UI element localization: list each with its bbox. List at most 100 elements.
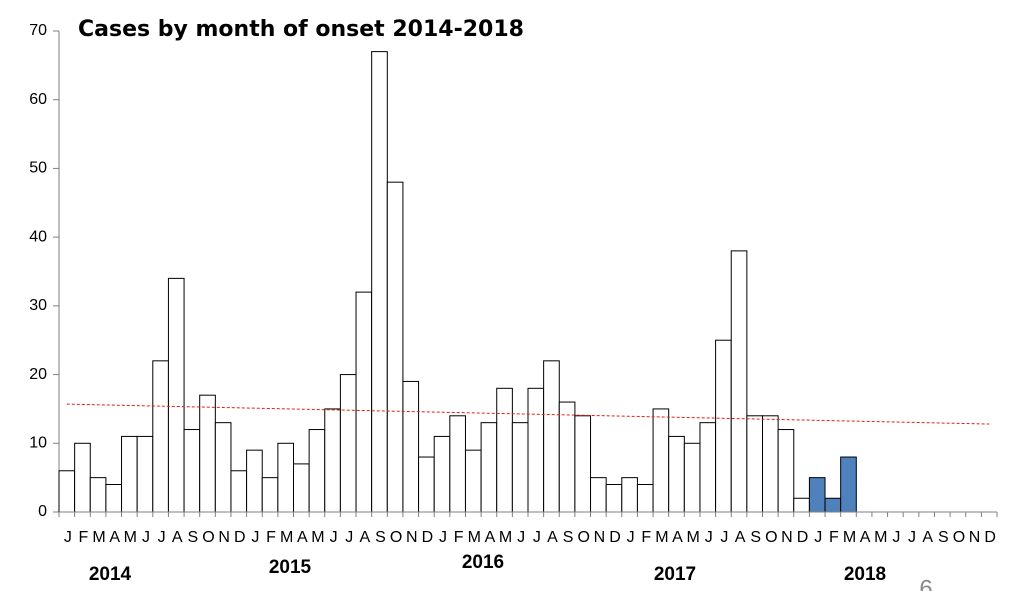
x-tick-label: S [750,529,761,546]
trendline [66,403,990,425]
x-tick-label: J [251,529,259,546]
bar [418,456,435,513]
x-tick-label: A [297,529,308,546]
bar [636,484,654,513]
bar [652,408,670,513]
x-tick-label: O [202,529,214,546]
bar [449,415,466,513]
bar [246,449,263,513]
x-tick-label: A [672,529,683,546]
bar [355,291,373,513]
bar [371,51,388,513]
bar [121,435,138,513]
bar [496,387,513,513]
year-label: 2016 [462,552,504,573]
x-tick-label: J [64,529,72,546]
bar [214,422,232,513]
x-tick-label: J [908,529,916,546]
x-tick-label: D [797,529,809,546]
x-tick-label: A [547,529,558,546]
x-tick-label: A [485,529,496,546]
bar [543,360,560,513]
bar [824,497,842,513]
bar [308,429,326,513]
year-label: 2015 [269,557,312,578]
x-tick-label: O [953,529,965,546]
year-label: 2018 [844,564,886,585]
x-tick-label: M [124,529,137,546]
x-tick-label: J [142,529,150,546]
year-label: 2014 [89,564,132,585]
bar [152,360,169,513]
x-tick-label: O [390,529,402,546]
bar [621,477,638,513]
bar [590,477,607,513]
x-tick-label: N [406,529,418,546]
x-tick-label: F [79,529,89,546]
bar [574,415,592,513]
bar [167,277,185,513]
bar [136,435,154,513]
bar [840,456,857,513]
bar [808,477,826,513]
bar [777,429,795,513]
x-tick-label: M [311,529,324,546]
y-tick-label: 20 [29,366,47,383]
x-tick-label: A [735,529,746,546]
x-tick-label: O [577,529,589,546]
bar [74,442,91,513]
x-tick-label: M [655,529,668,546]
bar [277,442,295,513]
bar [199,394,216,513]
bar [480,422,498,513]
bar [793,497,810,513]
x-tick-label: D [234,529,246,546]
x-tick-label: M [280,529,293,546]
x-tick-label: M [468,529,481,546]
bar [605,484,623,513]
x-tick-label: A [860,529,871,546]
y-tick-label: 30 [29,297,47,314]
x-tick-label: J [330,529,338,546]
page-number: 6 [919,575,932,591]
x-tick-label: F [641,529,651,546]
y-tick-label: 70 [29,22,47,39]
x-tick-label: J [814,529,822,546]
x-tick-label: S [375,529,386,546]
x-tick-label: D [609,529,621,546]
x-tick-label: N [594,529,606,546]
x-tick-label: J [517,529,525,546]
x-tick-label: M [686,529,699,546]
x-tick-label: J [892,529,900,546]
bar [433,435,451,513]
bar [683,442,701,513]
y-tick-label: 40 [29,228,47,245]
chart-title: Cases by month of onset 2014-2018 [78,17,524,42]
x-tick-label: D [422,529,434,546]
bar [527,387,545,513]
x-tick-label: J [345,529,353,546]
x-tick-label: A [922,529,933,546]
bar [105,484,123,513]
x-tick-label: O [765,529,777,546]
x-tick-label: S [188,529,199,546]
bar [558,401,576,513]
bar [762,415,779,513]
bar [58,470,76,513]
bar [386,181,404,513]
bar [730,250,748,513]
y-tick-label: 50 [29,160,47,177]
x-tick-label: N [218,529,230,546]
x-tick-label: M [92,529,105,546]
bar [324,408,341,513]
x-tick-label: J [720,529,728,546]
y-tick-label: 60 [29,91,47,108]
y-tick-label: 0 [38,503,47,520]
x-tick-label: S [938,529,949,546]
x-tick-label: F [266,529,276,546]
bar [511,422,529,513]
x-tick-label: A [172,529,183,546]
bar [183,429,201,513]
x-tick-label: F [454,529,464,546]
bar [402,380,420,513]
